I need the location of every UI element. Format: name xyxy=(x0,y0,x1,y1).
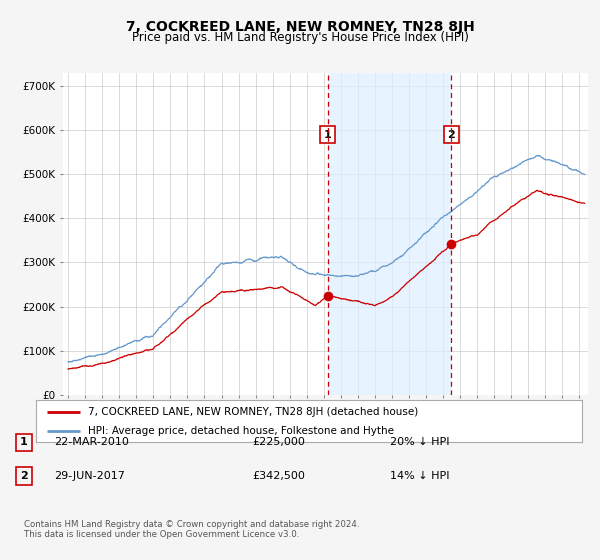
Text: Contains HM Land Registry data © Crown copyright and database right 2024.
This d: Contains HM Land Registry data © Crown c… xyxy=(24,520,359,539)
Text: £225,000: £225,000 xyxy=(252,437,305,447)
Text: £342,500: £342,500 xyxy=(252,471,305,481)
Text: HPI: Average price, detached house, Folkestone and Hythe: HPI: Average price, detached house, Folk… xyxy=(88,426,394,436)
Text: 2: 2 xyxy=(448,129,455,139)
Text: 1: 1 xyxy=(20,437,28,447)
Text: Price paid vs. HM Land Registry's House Price Index (HPI): Price paid vs. HM Land Registry's House … xyxy=(131,31,469,44)
Text: 7, COCKREED LANE, NEW ROMNEY, TN28 8JH (detached house): 7, COCKREED LANE, NEW ROMNEY, TN28 8JH (… xyxy=(88,407,418,417)
Text: 1: 1 xyxy=(323,129,331,139)
Bar xyxy=(328,73,451,395)
Text: 2: 2 xyxy=(20,471,28,481)
Text: 7, COCKREED LANE, NEW ROMNEY, TN28 8JH: 7, COCKREED LANE, NEW ROMNEY, TN28 8JH xyxy=(125,20,475,34)
Text: 29-JUN-2017: 29-JUN-2017 xyxy=(54,471,125,481)
Text: 22-MAR-2010: 22-MAR-2010 xyxy=(54,437,129,447)
Text: 20% ↓ HPI: 20% ↓ HPI xyxy=(390,437,449,447)
Text: 14% ↓ HPI: 14% ↓ HPI xyxy=(390,471,449,481)
